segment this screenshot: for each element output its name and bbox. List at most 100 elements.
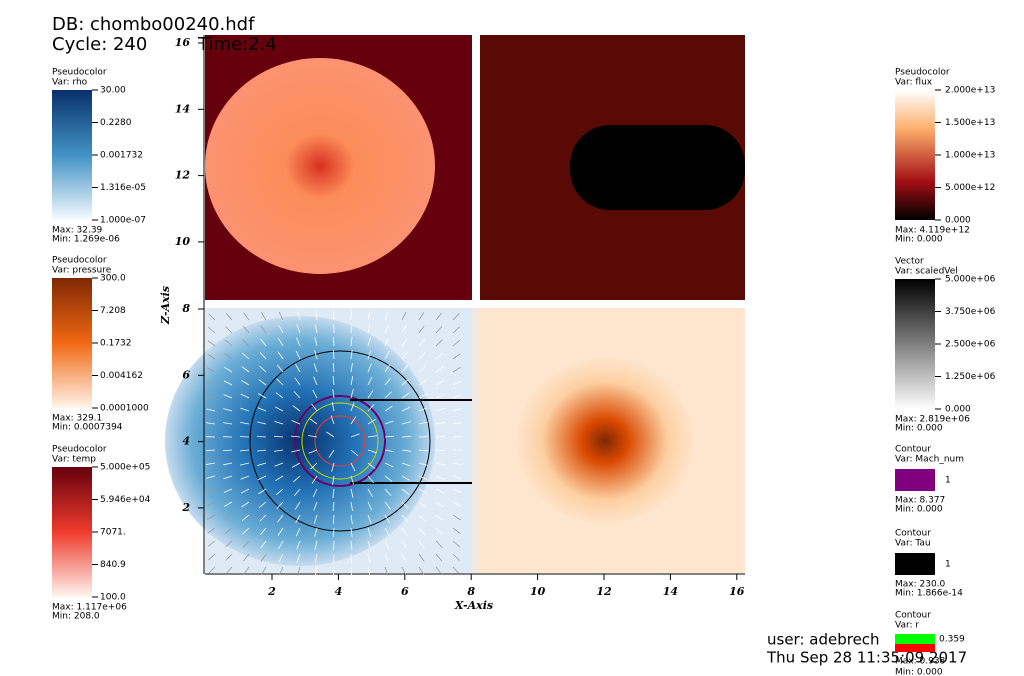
velocity-arrow: [435, 352, 444, 360]
velocity-arrow: [223, 475, 233, 480]
velocity-arrow: [314, 311, 318, 321]
velocity-arrow: [401, 449, 411, 452]
velocity-arrow: [206, 367, 216, 373]
velocity-arrow: [350, 540, 353, 550]
legend-tick-label: 0.0001000: [100, 404, 149, 414]
velocity-arrow: [223, 380, 233, 386]
velocity-arrow: [296, 553, 301, 563]
velocity-arrow: [350, 311, 353, 321]
velocity-arrow: [452, 462, 462, 466]
velocity-arrow: [435, 366, 444, 373]
velocity-arrow: [435, 540, 443, 548]
legend-tick-label: 0.004162: [100, 371, 143, 381]
velocity-arrow: [333, 540, 335, 551]
x-tick-label: 12: [596, 585, 612, 598]
velocity-arrow: [384, 324, 389, 334]
velocity-arrow: [418, 352, 426, 360]
contour-plot: Contour: [895, 529, 931, 539]
velocity-arrow: [260, 338, 267, 347]
velocity-arrow: [384, 350, 390, 360]
legend-var: Var: pressure: [52, 266, 112, 276]
color-bar: [52, 90, 92, 220]
contour-max: Max: 230.0: [895, 580, 946, 590]
velocity-arrow: [295, 514, 301, 524]
z-tick-label: 4: [182, 435, 190, 448]
velocity-arrow: [367, 553, 371, 563]
legend-var: Var: flux: [895, 78, 933, 88]
velocity-arrow: [276, 364, 284, 373]
velocity-arrow: [332, 389, 335, 399]
contour-min: Min: 1.866e-14: [895, 589, 963, 599]
legend-tick-label: 1.250e+06: [945, 372, 996, 382]
velocity-arrow: [206, 394, 216, 399]
velocity-arrow: [257, 449, 267, 452]
velocity-arrow: [367, 418, 376, 425]
z-tick-label: 2: [181, 501, 190, 514]
velocity-arrow: [207, 540, 216, 547]
velocity-arrow: [278, 338, 284, 347]
velocity-arrow: [401, 406, 411, 412]
velocity-arrow: [367, 566, 371, 576]
velocity-arrow: [273, 435, 284, 438]
velocity-arrow: [224, 339, 233, 347]
velocity-arrow: [328, 449, 335, 458]
velocity-arrow: [312, 389, 318, 399]
legend-tick-label: 5.000e+12: [945, 183, 995, 193]
velocity-arrow: [452, 475, 462, 480]
velocity-arrow: [275, 475, 284, 482]
velocity-arrow: [401, 365, 409, 373]
velocity-arrow: [435, 326, 443, 334]
velocity-arrow: [418, 501, 427, 508]
velocity-arrow: [384, 364, 391, 373]
velocity-arrow: [384, 405, 393, 412]
flux-shadow: [570, 125, 745, 210]
velocity-arrow: [314, 350, 318, 360]
velocity-arrow: [274, 449, 284, 452]
velocity-arrow: [293, 488, 301, 497]
velocity-arrow: [259, 352, 267, 360]
velocity-arrow: [367, 311, 371, 321]
velocity-arrow: [435, 514, 444, 521]
velocity-arrow: [240, 449, 250, 452]
velocity-arrow: [313, 514, 318, 524]
velocity-arrow: [257, 421, 267, 425]
velocity-arrow: [224, 527, 233, 534]
legend-tick-label: 7.208: [100, 306, 126, 316]
velocity-arrow: [309, 418, 318, 425]
velocity-arrow: [274, 406, 284, 412]
velocity-arrow: [350, 527, 353, 537]
velocity-arrow: [243, 553, 250, 562]
velocity-arrow: [435, 407, 445, 412]
velocity-arrow: [223, 501, 233, 507]
legend-tick-label: 0.000: [945, 216, 971, 226]
velocity-arrow: [293, 391, 301, 399]
velocity-arrow: [308, 449, 318, 454]
velocity-arrow: [418, 338, 426, 347]
velocity-arrow: [223, 408, 233, 412]
velocity-arrow: [350, 566, 353, 577]
contour-min: Min: 0.000: [895, 505, 943, 515]
velocity-arrow: [330, 415, 335, 425]
velocity-arrow: [295, 364, 301, 373]
velocity-arrow: [240, 488, 250, 494]
contour-swatch: [895, 644, 935, 652]
legend-tick-label: 0.001732: [100, 151, 143, 161]
velocity-arrow: [296, 311, 301, 321]
velocity-arrow: [308, 435, 318, 438]
velocity-arrow: [418, 407, 428, 412]
velocity-arrow: [384, 540, 390, 550]
velocity-arrow: [367, 462, 376, 469]
contour-max: Max: 8.377: [895, 496, 945, 506]
velocity-arrow: [401, 540, 408, 549]
velocity-arrow: [435, 462, 445, 466]
velocity-arrow: [240, 393, 250, 399]
velocity-arrow: [384, 311, 389, 321]
velocity-arrow: [275, 488, 284, 496]
velocity-arrow: [277, 514, 284, 523]
legend-max: Max: 32.39: [52, 226, 103, 236]
contour-var: Var: Mach_num: [895, 455, 964, 465]
velocity-arrow: [452, 422, 462, 425]
velocity-arrow: [225, 326, 233, 334]
velocity-arrow: [452, 408, 462, 412]
velocity-arrow: [243, 312, 250, 321]
